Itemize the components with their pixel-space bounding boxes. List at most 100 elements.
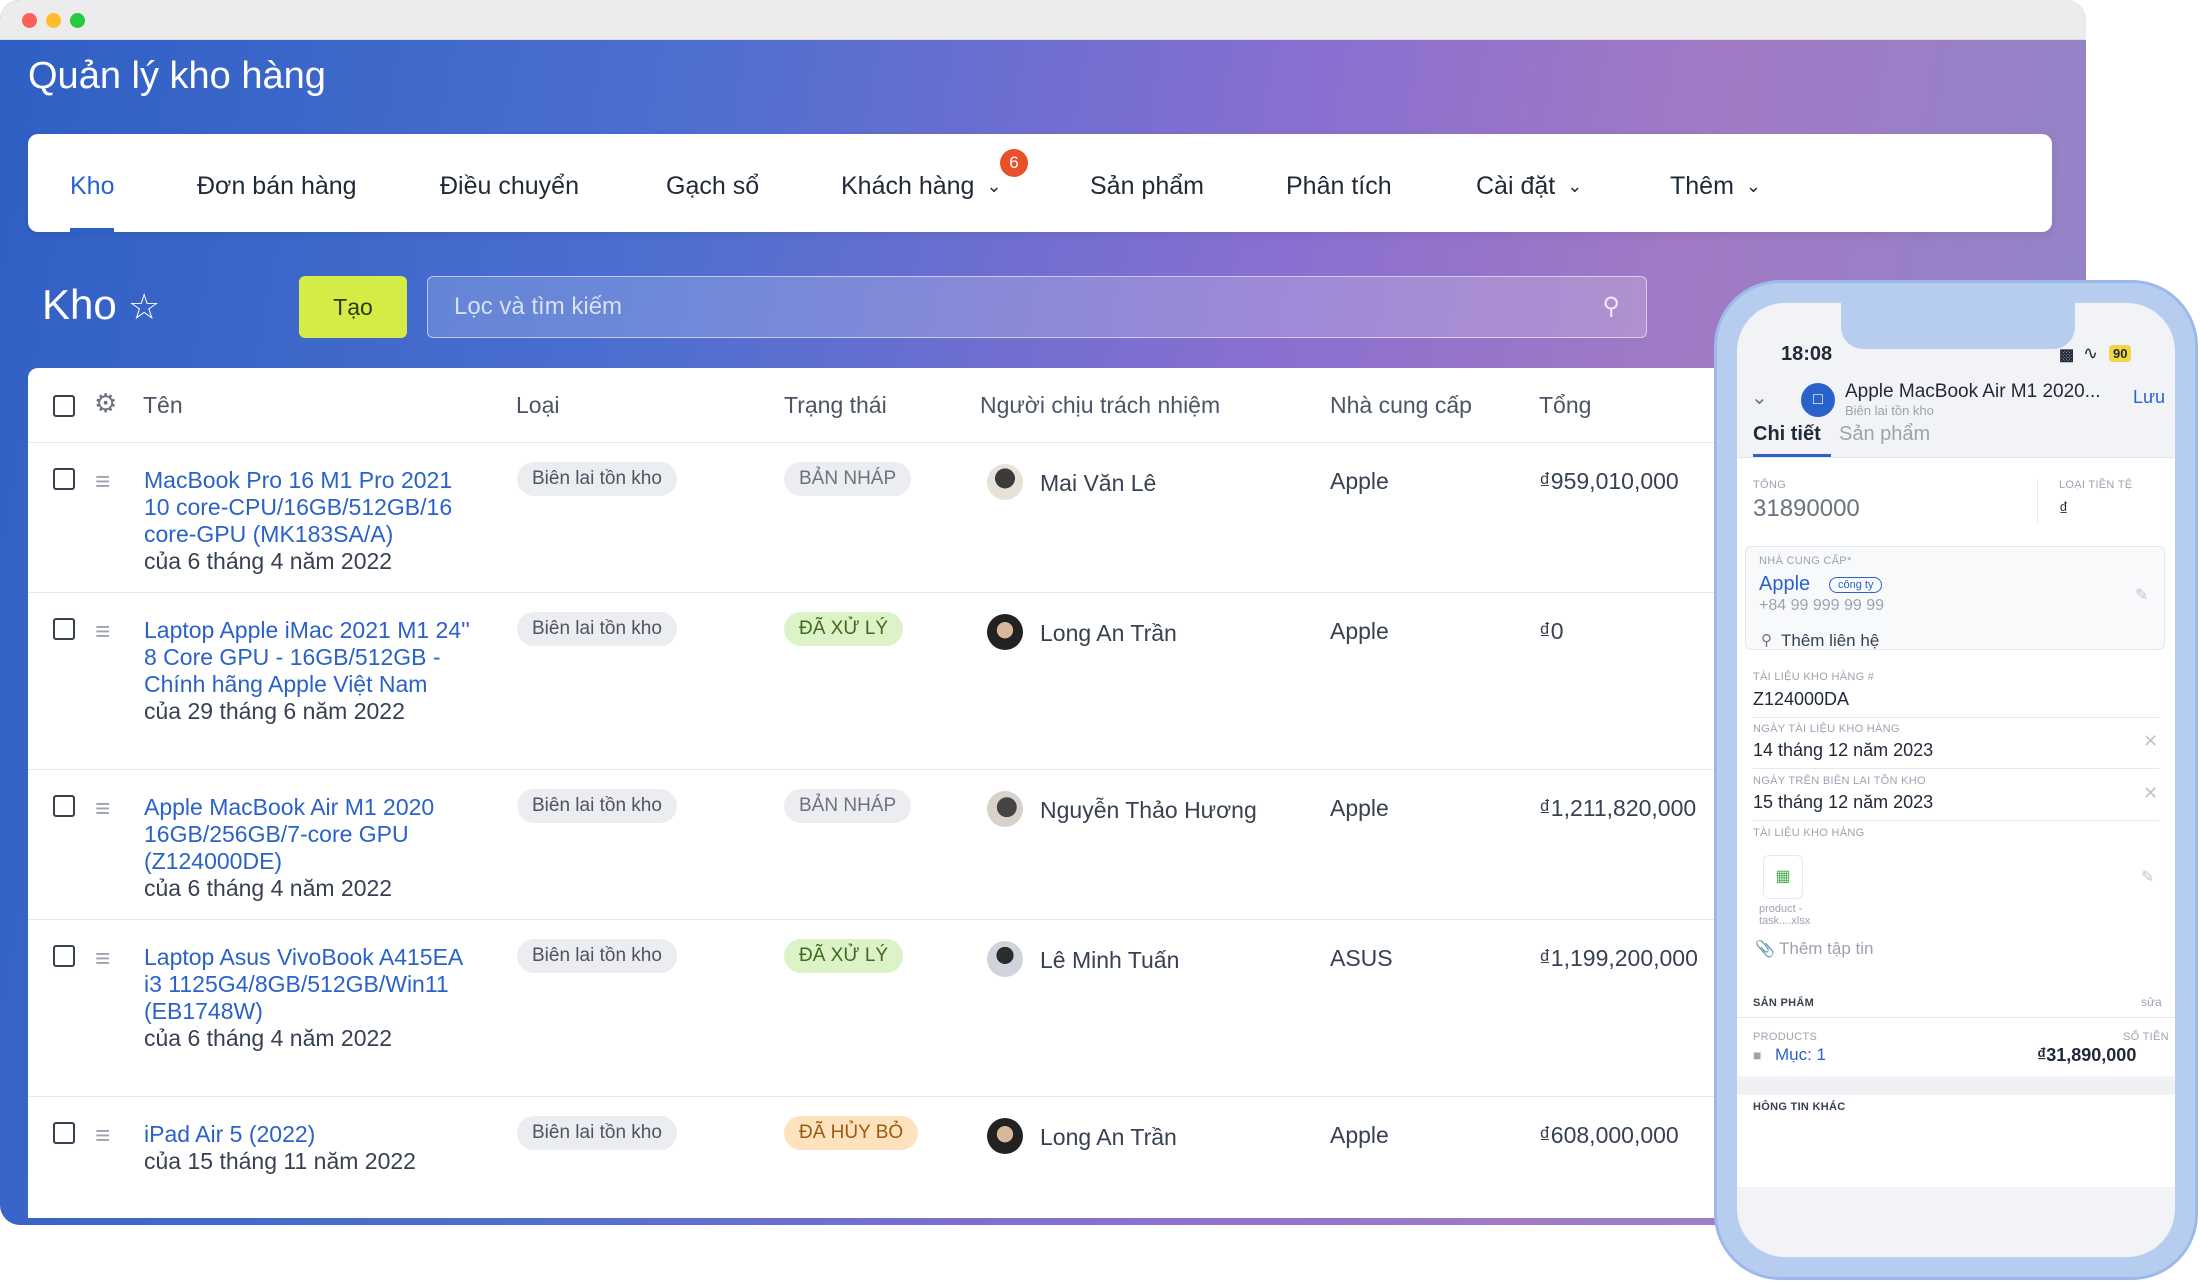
chevron-down-icon: ⌄ (986, 176, 1002, 196)
nav-tab-sales-orders[interactable]: Đơn bán hàng (197, 134, 357, 232)
nav-tab-label: Sản phẩm (1090, 172, 1204, 200)
drag-handle-icon[interactable]: ≡ (95, 943, 111, 973)
row-name-link[interactable]: Laptop Asus VivoBook A415EA i3 1125G4/8G… (144, 944, 462, 1024)
edit-pencil-icon[interactable]: ✎ (2135, 587, 2149, 604)
row-checkbox[interactable] (53, 945, 75, 967)
avatar (987, 614, 1023, 650)
nav-tab-customers[interactable]: Khách hàng ⌄ (841, 134, 1002, 232)
gear-icon[interactable]: ⚙ (94, 388, 118, 418)
supplier-name: Apple (1330, 618, 1389, 644)
chevron-down-icon: ⌄ (1567, 176, 1583, 196)
column-header-status[interactable]: Trạng thái (784, 392, 887, 418)
minimize-window-button[interactable] (46, 13, 61, 28)
nav-tab-more[interactable]: Thêm ⌄ (1670, 134, 1761, 232)
phone-tab-products[interactable]: Sản phẩm (1839, 423, 1931, 445)
divider (28, 442, 1728, 443)
add-contact-link[interactable]: Thêm liên hệ (1781, 631, 1880, 650)
drag-handle-icon[interactable]: ≡ (95, 616, 111, 646)
supplier-link[interactable]: Apple (1759, 573, 1811, 595)
search-input[interactable]: Lọc và tìm kiếm ⚲ (427, 276, 1647, 338)
nav-tab-settings[interactable]: Cài đặt ⌄ (1476, 134, 1582, 232)
owner-name: Long An Trần (1040, 620, 1177, 646)
items-link[interactable]: Mục: 1 (1775, 1045, 1827, 1064)
row-name-link[interactable]: Apple MacBook Air M1 2020 16GB/256GB/7-c… (144, 794, 435, 874)
table-row-name[interactable]: MacBook Pro 16 M1 Pro 2021 10 core-CPU/1… (144, 467, 474, 575)
table-row-name[interactable]: Apple MacBook Air M1 2020 16GB/256GB/7-c… (144, 794, 474, 902)
spreadsheet-file-icon[interactable]: ▦ (1763, 855, 1803, 899)
supplier-name: Apple (1330, 1122, 1389, 1148)
wifi-icon: ∿ (2083, 343, 2099, 363)
divider (28, 919, 1728, 920)
column-header-supplier[interactable]: Nhà cung cấp (1330, 392, 1472, 418)
add-file-link[interactable]: Thêm tập tin (1779, 939, 1874, 958)
row-checkbox[interactable] (53, 618, 75, 640)
drag-handle-icon[interactable]: ≡ (95, 793, 111, 823)
column-header-owner[interactable]: Người chịu trách nhiệm (980, 392, 1221, 418)
receipt-date-value[interactable]: 15 tháng 12 năm 2023 (1753, 792, 1934, 812)
total-value[interactable]: 31890000 (1753, 495, 1860, 522)
divider (28, 1096, 1728, 1097)
nav-tab-label: Kho (70, 172, 115, 200)
nav-tab-label: Đơn bán hàng (197, 172, 357, 200)
avatar (987, 464, 1023, 500)
supplier-name: Apple (1330, 468, 1389, 494)
chevron-down-icon[interactable]: ⌄ (1751, 387, 1768, 409)
select-all-checkbox[interactable] (53, 395, 75, 417)
details-card (1737, 458, 2175, 843)
column-header-type[interactable]: Loại (516, 392, 560, 418)
search-placeholder: Lọc và tìm kiếm (454, 293, 623, 320)
doc-number-value[interactable]: Z124000DA (1753, 689, 1850, 709)
column-header-total[interactable]: Tổng (1539, 392, 1592, 418)
avatar (987, 1118, 1023, 1154)
drag-handle-icon[interactable]: ≡ (95, 466, 111, 496)
row-name-link[interactable]: MacBook Pro 16 M1 Pro 2021 10 core-CPU/1… (144, 467, 453, 547)
row-name-link[interactable]: Laptop Apple iMac 2021 M1 24'' 8 Core GP… (144, 617, 470, 697)
star-icon[interactable]: ☆ (128, 286, 161, 327)
create-button[interactable]: Tạo (299, 276, 407, 338)
drag-handle-icon[interactable]: ≡ (95, 1120, 111, 1150)
nav-tab-label: Gạch sổ (666, 172, 760, 200)
avatar (987, 941, 1023, 977)
table-row-name[interactable]: Laptop Apple iMac 2021 M1 24'' 8 Core GP… (144, 617, 474, 725)
edit-pencil-icon[interactable]: ✎ (2141, 869, 2155, 886)
nav-tab-label: Phân tích (1286, 172, 1392, 200)
row-checkbox[interactable] (53, 1122, 75, 1144)
clear-icon[interactable]: ✕ (2143, 731, 2159, 751)
table-row-name[interactable]: Laptop Asus VivoBook A415EA i3 1125G4/8G… (144, 944, 474, 1052)
column-header-name[interactable]: Tên (143, 392, 183, 418)
status-badge: BẢN NHÁP (784, 789, 912, 823)
phone-frame: 18:08 ▩ ∿ 90 ⌄ □ Apple MacBook Air M1 20… (1714, 280, 2198, 1280)
nav-tab-analytics[interactable]: Phân tích (1286, 134, 1392, 232)
close-window-button[interactable] (22, 13, 37, 28)
chevron-down-icon: ⌄ (1745, 176, 1761, 196)
type-badge: Biên lai tồn kho (517, 612, 677, 646)
nav-tab-transfers[interactable]: Điều chuyển (440, 134, 579, 232)
products-edit-link[interactable]: sửa (2141, 995, 2162, 1009)
divider (1737, 457, 2175, 458)
phone-save-button[interactable]: Lưu (2133, 387, 2166, 407)
maximize-window-button[interactable] (70, 13, 85, 28)
owner-name: Mai Văn Lê (1040, 470, 1157, 496)
phone-tab-details[interactable]: Chi tiết (1753, 423, 1821, 445)
table-row-name[interactable]: iPad Air 5 (2022) của 15 tháng 11 năm 202… (144, 1121, 474, 1175)
row-name-link[interactable]: iPad Air 5 (2022) (144, 1121, 316, 1147)
row-date: của 15 tháng 11 năm 2022 (144, 1148, 416, 1174)
amount-label: SỐ TIỀN (2123, 1031, 2169, 1043)
phone-doc-subtitle: Biên lai tồn kho (1845, 403, 1934, 418)
type-badge: Biên lai tồn kho (517, 1116, 677, 1150)
nav-tab-kho[interactable]: Kho (70, 134, 115, 232)
row-checkbox[interactable] (53, 795, 75, 817)
title-bar (0, 0, 2086, 40)
nav-tab-products[interactable]: Sản phẩm (1090, 134, 1204, 232)
doc-date-value[interactable]: 14 tháng 12 năm 2023 (1753, 740, 1934, 760)
clear-icon[interactable]: ✕ (2143, 783, 2159, 803)
currency-select[interactable]: ₫ (2059, 499, 2069, 519)
search-icon[interactable]: ⚲ (1602, 293, 1620, 320)
nav-tab-write-off[interactable]: Gạch sổ (666, 134, 759, 232)
supplier-name: ASUS (1330, 945, 1393, 971)
receipt-date-label: NGÀY TRÊN BIÊN LAI TỒN KHO (1753, 775, 1926, 787)
file-name: task....xlsx (1759, 915, 1811, 927)
row-checkbox[interactable] (53, 468, 75, 490)
document-icon: □ (1801, 383, 1835, 417)
avatar (987, 791, 1023, 827)
